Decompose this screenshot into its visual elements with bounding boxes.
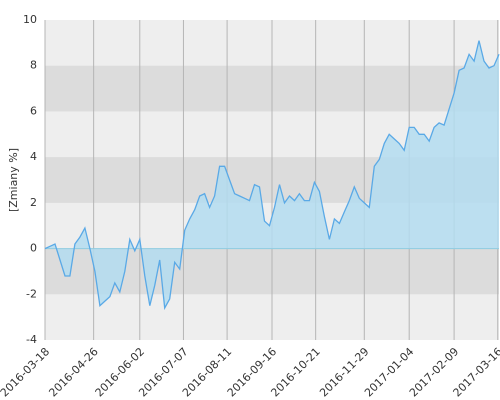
x-tick-label: 2016-03-18 [0,345,52,399]
y-tick-label: -2 [26,287,37,300]
y-tick-label: 4 [30,150,37,163]
y-axis-label: [Zmiany %] [7,148,20,212]
y-tick-label: 8 [30,59,37,72]
line [44,40,500,311]
y-tick-label: 0 [30,242,37,255]
y-tick-label: 10 [23,13,37,26]
area [45,40,499,308]
y-tick-label: 6 [30,104,37,117]
y-tick-label: 2 [30,196,37,209]
y-tick-label: -4 [26,333,37,346]
